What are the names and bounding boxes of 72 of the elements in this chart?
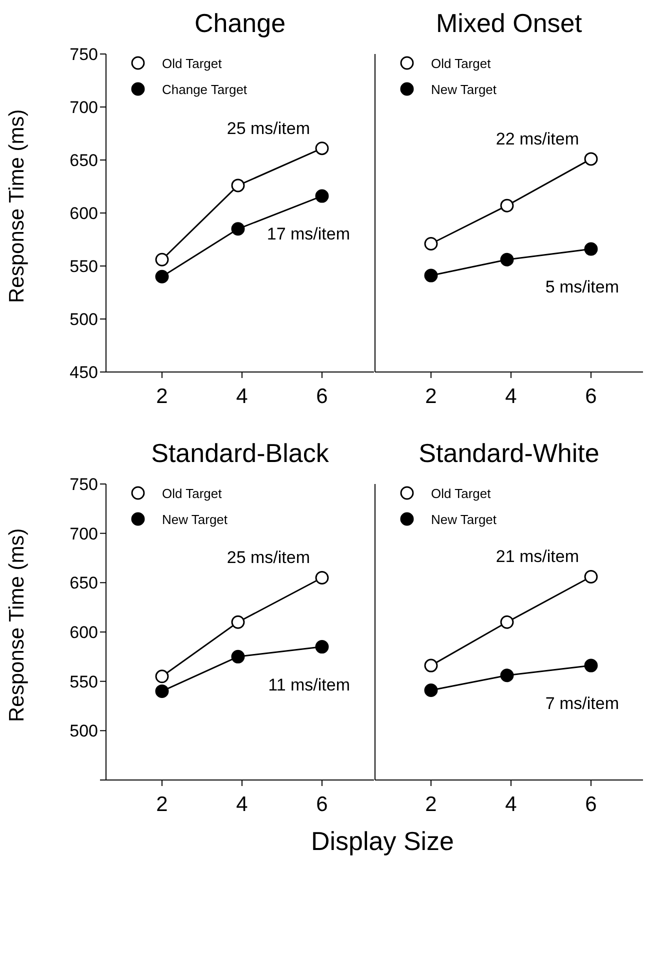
y-tick-label: 500: [70, 310, 98, 330]
point: [584, 570, 598, 584]
point: [315, 142, 329, 156]
x-tick-label: 4: [505, 384, 518, 408]
point: [231, 222, 245, 236]
point: [424, 268, 438, 282]
point: [500, 198, 514, 212]
point: [424, 236, 438, 250]
y-tick-label: 600: [70, 204, 98, 224]
x-tick-label: 4: [236, 384, 248, 408]
legend-label: Old Target: [162, 486, 222, 500]
y-tick-label: 550: [70, 257, 98, 276]
annotation: 17 ms/item: [266, 224, 350, 244]
chart-title: Mixed Onset: [435, 8, 583, 40]
x-tick-label: 6: [585, 384, 597, 408]
y-tick-label: 600: [70, 623, 98, 642]
chart-title: Change: [193, 8, 287, 40]
point: [231, 650, 245, 664]
x-tick-label: 2: [156, 792, 168, 816]
legend-label: Change Target: [162, 82, 248, 96]
y-axis-title: Response Time (ms): [5, 528, 28, 722]
y-tick-label: 550: [70, 672, 98, 692]
y-tick-label: 500: [70, 722, 98, 741]
x-tick-label: 4: [236, 792, 248, 816]
chart-title: Standard-White: [418, 438, 600, 470]
point: [315, 570, 329, 584]
point: [155, 270, 169, 284]
x-tick-label: 6: [316, 384, 328, 408]
y-axis-title: Response Time (ms): [5, 109, 28, 303]
point: [231, 178, 245, 192]
y-tick-label: 700: [70, 98, 98, 118]
annotation: 25 ms/item: [226, 118, 310, 138]
x-axis-title: Display Size: [310, 826, 456, 857]
point: [500, 252, 514, 266]
annotation: 22 ms/item: [496, 129, 579, 148]
x-tick-label: 6: [316, 792, 328, 816]
point: [155, 670, 169, 684]
point: [315, 640, 329, 654]
legend-label: New Target: [162, 512, 228, 526]
annotation: 11 ms/item: [268, 675, 350, 694]
annotation: 21 ms/item: [496, 547, 579, 566]
point: [155, 684, 169, 698]
y-tick-label: 750: [70, 45, 98, 64]
legend-label: Old Target: [431, 486, 491, 500]
chart-title: Standard-Black: [150, 438, 330, 470]
x-tick-label: 2: [156, 384, 168, 408]
point: [584, 242, 598, 256]
point: [424, 683, 438, 697]
y-tick-label: 650: [70, 574, 98, 593]
annotation: 25 ms/item: [226, 548, 310, 568]
legend-label: New Target: [431, 82, 497, 96]
annotation: 5 ms/item: [545, 278, 619, 297]
legend-label: New Target: [431, 512, 497, 526]
point: [500, 615, 514, 629]
x-tick-label: 6: [585, 792, 597, 816]
y-tick-label: 750: [70, 475, 98, 494]
y-tick-label: 700: [70, 524, 98, 544]
legend-label: Old Target: [431, 56, 491, 70]
annotation: 7 ms/item: [545, 694, 619, 714]
y-tick-label: 450: [70, 363, 98, 382]
point: [424, 658, 438, 672]
x-tick-label: 2: [425, 792, 437, 816]
point: [500, 668, 514, 682]
y-tick-label: 650: [70, 151, 98, 170]
point: [315, 189, 329, 203]
point: [231, 615, 245, 629]
x-tick-label: 2: [425, 384, 437, 408]
legend-label: Old Target: [162, 56, 222, 70]
point: [584, 658, 598, 672]
point: [155, 252, 169, 266]
point: [584, 152, 598, 166]
x-tick-label: 4: [505, 792, 518, 816]
